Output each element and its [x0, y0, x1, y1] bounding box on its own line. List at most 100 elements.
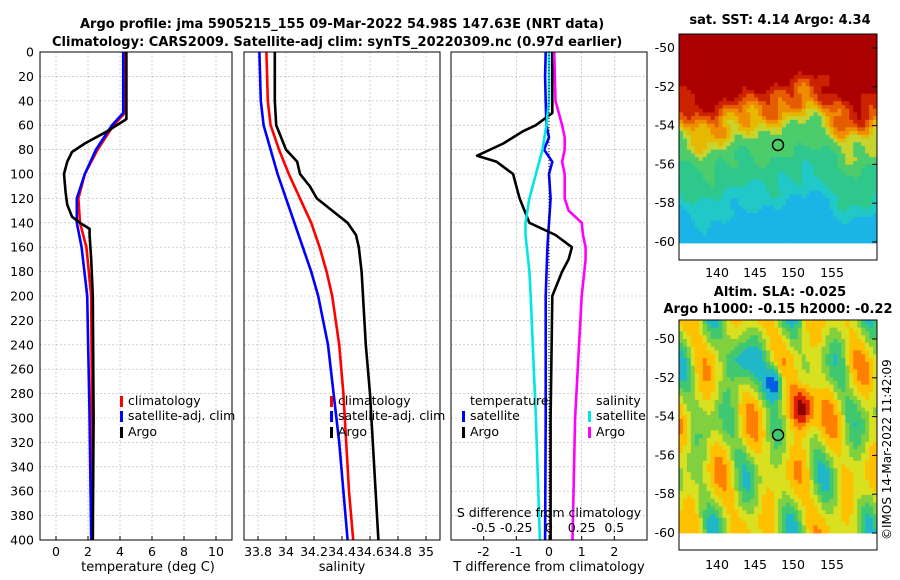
map-cell [813, 82, 818, 87]
map-cell [730, 502, 735, 507]
map-cell [837, 168, 842, 173]
map-cell [762, 119, 767, 124]
map-cell [797, 123, 803, 128]
map-cell [829, 131, 834, 136]
map-cell [726, 445, 731, 450]
map-cell [718, 138, 723, 143]
map-cell [706, 403, 712, 408]
map-cell [738, 498, 743, 503]
map-cell [698, 93, 704, 98]
map-cell [845, 190, 850, 195]
map-cell [801, 521, 807, 526]
map-cell [813, 411, 818, 416]
map-cell [726, 441, 731, 446]
map-cell [690, 48, 696, 54]
map-cell [686, 228, 692, 233]
map-cell [686, 205, 692, 210]
map-cell [829, 183, 834, 188]
map-cell [750, 224, 755, 229]
map-cell [742, 339, 747, 344]
map-cell [758, 365, 763, 370]
legend-satellite-swatch [120, 411, 123, 422]
map-cell [845, 134, 850, 139]
map-cell [690, 323, 696, 328]
map-cell [746, 483, 751, 488]
map-cell [722, 78, 727, 83]
map-cell [758, 231, 763, 236]
map-cell [734, 67, 739, 72]
map-cell [766, 327, 771, 332]
map-cell [706, 483, 712, 488]
map-cell [770, 517, 775, 522]
map-cell [849, 190, 854, 195]
map-cell [758, 422, 763, 427]
map-cell [805, 82, 811, 87]
map-cell [766, 323, 771, 328]
map-cell [686, 56, 692, 61]
map-cell [841, 78, 846, 83]
map-cell [718, 172, 723, 177]
map-cell [686, 369, 692, 374]
map-cell [682, 361, 688, 367]
map-cell [770, 418, 775, 424]
map-cell [734, 430, 739, 435]
map-cell [686, 78, 692, 83]
map-cell [750, 487, 755, 492]
map-cell [698, 521, 704, 526]
map-cell [766, 407, 771, 412]
map-cell [734, 441, 739, 446]
map-cell [706, 430, 712, 435]
map-cell [789, 82, 795, 87]
map-cell [682, 525, 688, 530]
map-cell [698, 153, 704, 158]
map-cell [853, 37, 858, 42]
map-cell [682, 231, 688, 236]
map-cell [766, 335, 771, 340]
map-cell [801, 426, 807, 431]
y-tick-label: 280 [10, 386, 34, 401]
map-cell [758, 441, 763, 446]
map-cell [690, 205, 696, 210]
map-cell [734, 179, 739, 184]
map-cell [698, 483, 704, 488]
map-cell [762, 411, 767, 416]
map-cell [797, 422, 803, 427]
map-cell [809, 153, 815, 158]
map-cell [734, 350, 739, 355]
map-cell [845, 123, 850, 128]
map-cell [746, 487, 751, 492]
map-cell [679, 498, 684, 503]
map-cell [718, 483, 723, 488]
map-cell [817, 123, 822, 128]
map-cell [690, 418, 696, 424]
map-cell [778, 377, 783, 382]
map-cell [706, 361, 712, 367]
map-cell [857, 205, 862, 210]
map-cell [825, 37, 830, 42]
map-cell [797, 506, 803, 511]
map-cell [702, 37, 708, 42]
map-cell [722, 228, 727, 233]
map-cell [750, 56, 755, 61]
map-cell [710, 63, 716, 68]
map-cell [706, 323, 712, 328]
map-cell [762, 97, 767, 102]
map-cell [682, 37, 688, 42]
map-cell [726, 453, 731, 458]
map-cell [817, 365, 822, 370]
map-cell [682, 108, 688, 113]
salinity-legend-clim-swatch [330, 396, 333, 407]
map-cell [706, 498, 712, 503]
map-cell [718, 323, 723, 328]
map-cell [813, 142, 818, 147]
map-cell [698, 164, 704, 169]
map-cell [861, 112, 866, 117]
map-cell [679, 194, 684, 199]
map-cell [805, 209, 811, 214]
map-cell [793, 201, 799, 207]
map-cell [789, 335, 795, 340]
map-cell [778, 235, 783, 240]
map-cell [758, 60, 763, 65]
map-cell [730, 63, 735, 68]
map-cell [841, 149, 846, 154]
